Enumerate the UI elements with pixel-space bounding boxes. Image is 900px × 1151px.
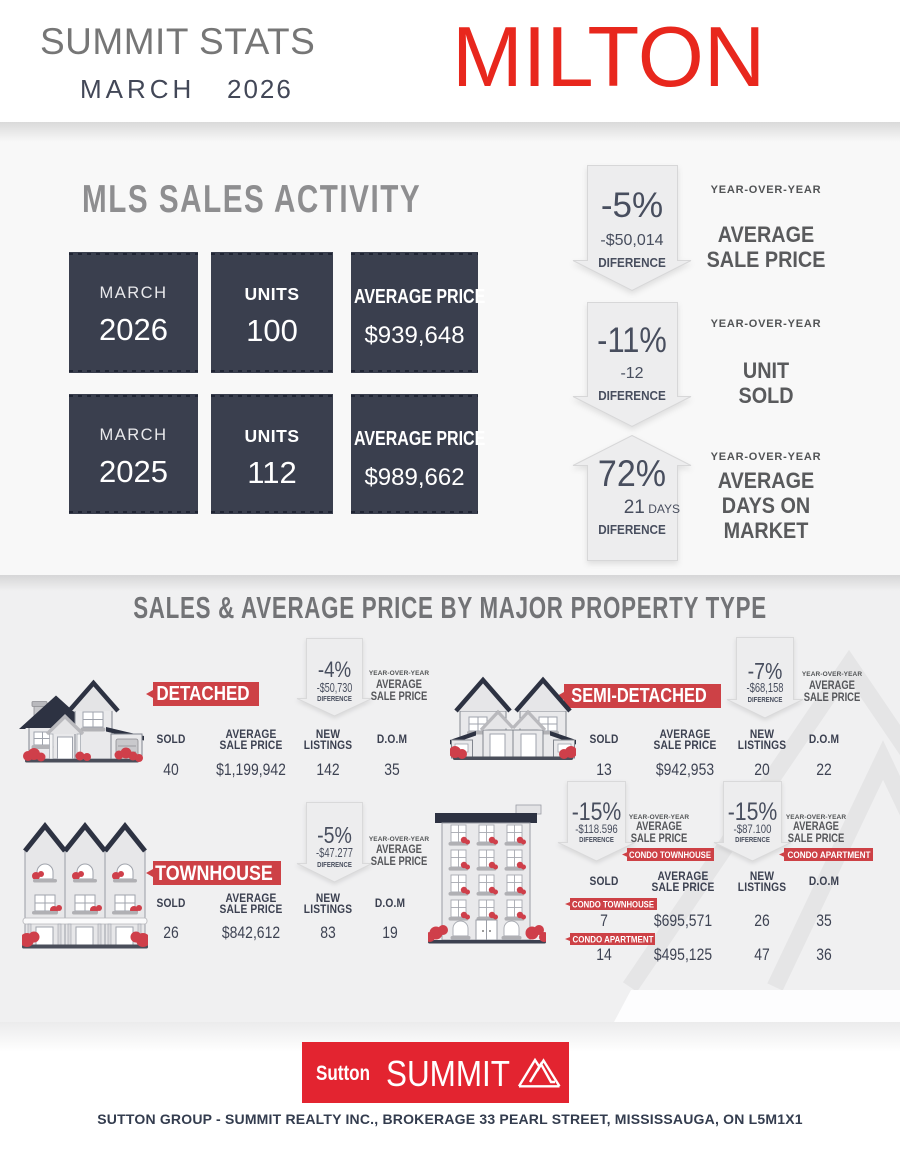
svg-text:CONDO APARTMENT: CONDO APARTMENT: [573, 935, 654, 945]
svg-text:CONDO TOWNHOUSE: CONDO TOWNHOUSE: [629, 850, 711, 861]
svg-text:SUMMIT: SUMMIT: [386, 1053, 510, 1094]
svg-text:CONDO TOWNHOUSE: CONDO TOWNHOUSE: [572, 900, 654, 910]
svg-text:CONDO APARTMENT: CONDO APARTMENT: [788, 850, 871, 861]
svg-text:Sutton: Sutton: [316, 1062, 370, 1085]
